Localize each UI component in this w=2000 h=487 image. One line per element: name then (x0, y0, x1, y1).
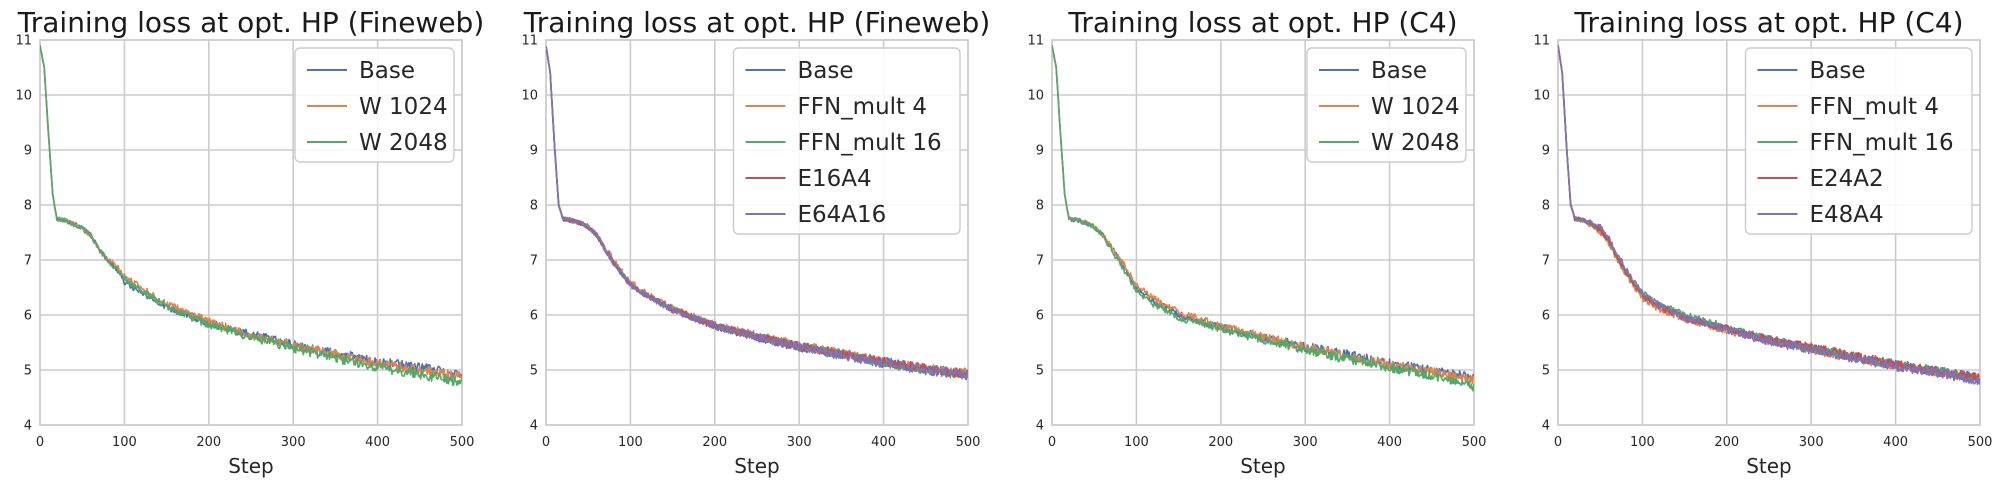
legend-label: E16A4 (798, 166, 872, 192)
x-tick-label: 0 (1048, 435, 1056, 450)
y-tick-label: 8 (1542, 199, 1550, 214)
series-line-w-2048 (40, 45, 462, 387)
y-tick-label: 8 (24, 199, 32, 214)
y-tick-label: 10 (521, 89, 538, 104)
x-axis-label: Step (1746, 454, 1792, 478)
series-line-e64a16 (546, 46, 968, 381)
y-tick-label: 7 (1542, 254, 1550, 269)
y-tick-label: 4 (1036, 419, 1044, 434)
y-tick-label: 9 (1036, 144, 1044, 159)
x-axis-label: Step (734, 454, 780, 478)
legend-label: Base (1810, 58, 1866, 84)
x-tick-label: 300 (1799, 435, 1824, 450)
x-tick-label: 400 (1377, 435, 1402, 450)
y-tick-label: 5 (1542, 364, 1550, 379)
legend-label: E64A16 (798, 202, 887, 228)
y-tick-label: 7 (530, 254, 538, 269)
y-tick-label: 7 (1036, 254, 1044, 269)
chart-title: Training loss at opt. HP (C4) (1067, 6, 1457, 39)
legend-label: FFN_mult 4 (1810, 94, 1940, 120)
chart-panel-2: 4 5 6 7 8 9 10 11 0 100 200 300 400 500 Training loss … (521, 6, 990, 478)
x-tick-label: 200 (196, 435, 221, 450)
legend-label: Base (359, 58, 415, 84)
legend-label: W 2048 (1371, 130, 1460, 156)
legend-label: W 2048 (359, 130, 448, 156)
y-tick-label: 5 (24, 364, 32, 379)
chart-panel-4: 4 5 6 7 8 9 10 11 0 100 200 300 400 500 Training loss … (1533, 6, 1992, 478)
x-axis-label: Step (1240, 454, 1286, 478)
x-tick-label: 300 (1293, 435, 1318, 450)
legend-box (1744, 47, 1973, 235)
legend-box (732, 47, 961, 235)
legend-label: E48A4 (1810, 202, 1884, 228)
y-tick-label: 9 (1542, 144, 1550, 159)
y-tick-label: 4 (530, 419, 538, 434)
y-tick-label: 10 (15, 89, 32, 104)
legend-label: FFN_mult 16 (798, 130, 942, 156)
y-tick-label: 9 (530, 144, 538, 159)
y-tick-label: 9 (24, 144, 32, 159)
x-tick-label: 200 (702, 435, 727, 450)
y-tick-label: 10 (1533, 89, 1550, 104)
legend: Base FFN_mult 4 FFN_mult 16 E16A4 E64A16 (732, 47, 961, 235)
y-tick-label: 4 (24, 419, 32, 434)
x-tick-label: 100 (1124, 435, 1149, 450)
legend-label: FFN_mult 4 (798, 94, 928, 120)
chart-title: Training loss at opt. HP (C4) (1573, 6, 1963, 39)
legend: Base W 1024 W 2048 (294, 47, 455, 163)
y-tick-label: 7 (24, 254, 32, 269)
x-tick-label: 400 (871, 435, 896, 450)
x-tick-label: 500 (1462, 435, 1487, 450)
y-tick-label: 11 (1027, 34, 1044, 49)
y-tick-label: 11 (15, 34, 32, 49)
legend-label: W 1024 (1371, 94, 1460, 120)
legend-label: Base (1371, 58, 1427, 84)
legend: Base W 1024 W 2048 (1306, 47, 1467, 163)
series-line-w-2048 (1052, 45, 1474, 392)
x-tick-label: 400 (1883, 435, 1908, 450)
legend: Base FFN_mult 4 FFN_mult 16 E24A2 E48A4 (1744, 47, 1973, 235)
series-line-e48a4 (1558, 44, 1980, 386)
y-tick-label: 8 (530, 199, 538, 214)
x-tick-label: 100 (1630, 435, 1655, 450)
x-tick-label: 0 (36, 435, 44, 450)
x-tick-label: 500 (450, 435, 475, 450)
y-tick-label: 11 (1533, 34, 1550, 49)
legend-label: Base (798, 58, 854, 84)
x-tick-label: 300 (281, 435, 306, 450)
y-tick-label: 10 (1027, 89, 1044, 104)
chart-panel-1: 4 5 6 7 8 9 10 11 0 100 200 300 400 500 Training loss … (15, 6, 484, 478)
y-tick-label: 5 (530, 364, 538, 379)
legend-label: FFN_mult 16 (1810, 130, 1954, 156)
y-tick-label: 11 (521, 34, 538, 49)
x-tick-label: 400 (365, 435, 390, 450)
y-tick-label: 6 (1036, 309, 1044, 324)
x-tick-label: 200 (1714, 435, 1739, 450)
y-tick-label: 6 (530, 309, 538, 324)
series-line-w-1024 (40, 45, 462, 382)
y-tick-label: 5 (1036, 364, 1044, 379)
chart-panel-3: 4 5 6 7 8 9 10 11 0 100 200 300 400 500 Training loss … (1027, 6, 1486, 478)
legend-box (294, 47, 455, 163)
x-tick-label: 0 (542, 435, 550, 450)
chart-title: Training loss at opt. HP (Fineweb) (523, 6, 991, 39)
chart-title: Training loss at opt. HP (Fineweb) (17, 6, 485, 39)
x-tick-label: 200 (1208, 435, 1233, 450)
x-tick-label: 500 (1968, 435, 1993, 450)
x-tick-label: 300 (787, 435, 812, 450)
y-tick-label: 6 (24, 309, 32, 324)
x-tick-label: 500 (956, 435, 981, 450)
x-axis-label: Step (228, 454, 274, 478)
x-tick-label: 100 (618, 435, 643, 450)
y-tick-label: 8 (1036, 199, 1044, 214)
y-tick-label: 6 (1542, 309, 1550, 324)
x-tick-label: 0 (1554, 435, 1562, 450)
legend-label: W 1024 (359, 94, 448, 120)
x-tick-label: 100 (112, 435, 137, 450)
legend-label: E24A2 (1810, 166, 1884, 192)
legend-box (1306, 47, 1467, 163)
y-tick-label: 4 (1542, 419, 1550, 434)
